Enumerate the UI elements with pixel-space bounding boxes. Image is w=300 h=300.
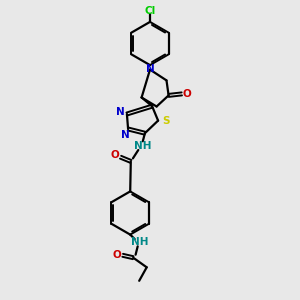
- Text: S: S: [162, 116, 169, 126]
- Text: O: O: [111, 150, 120, 160]
- Text: Cl: Cl: [144, 6, 156, 16]
- Text: NH: NH: [134, 141, 152, 151]
- Text: O: O: [182, 89, 191, 99]
- Text: O: O: [112, 250, 121, 260]
- Text: N: N: [146, 64, 155, 74]
- Text: N: N: [116, 107, 125, 118]
- Text: NH: NH: [131, 237, 149, 247]
- Text: N: N: [121, 130, 130, 140]
